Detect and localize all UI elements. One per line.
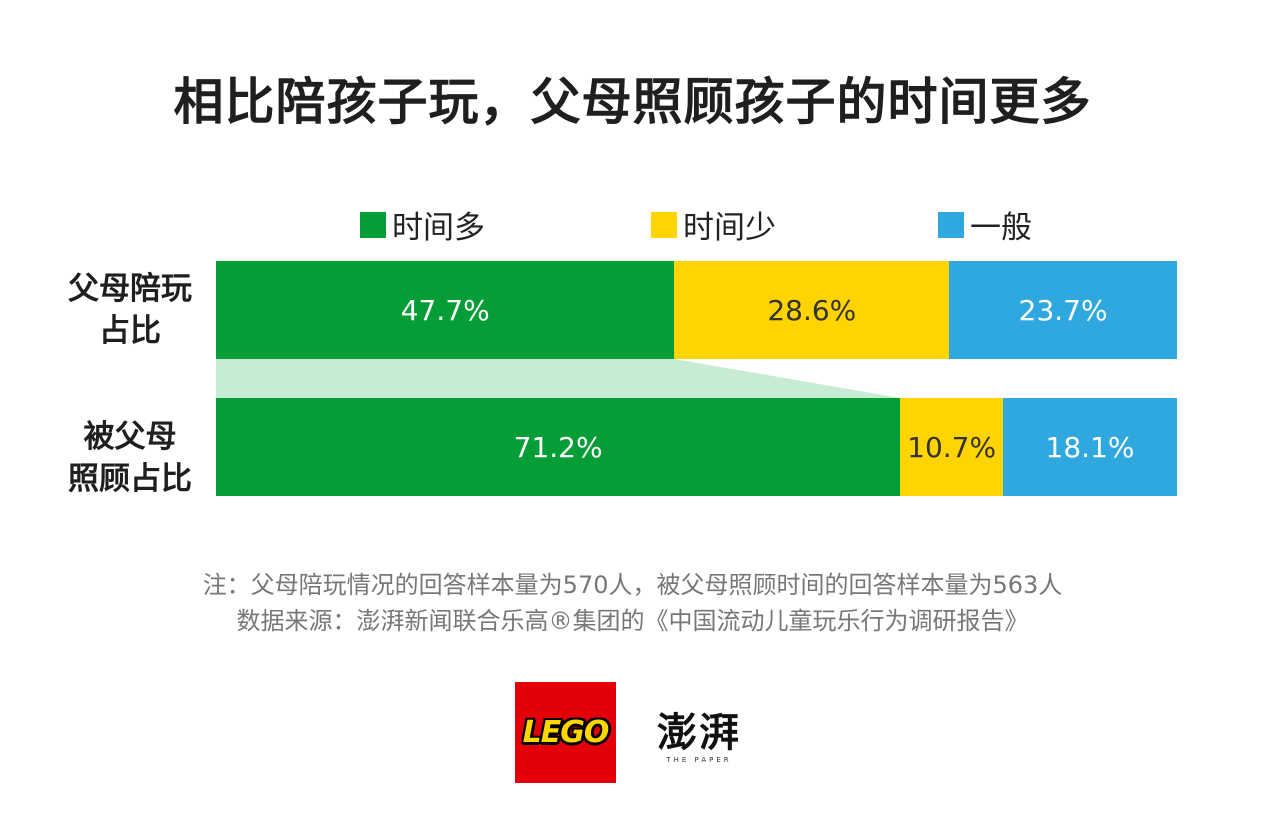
source-note: 数据来源：澎湃新闻联合乐高®集团的《中国流动儿童玩乐行为调研报告》 — [236, 607, 1029, 635]
legend-label-more: 时间多 — [392, 210, 485, 246]
the-paper-logo-cn: 澎湃 — [657, 709, 741, 756]
bar-segment-less-1: 10.7% — [900, 398, 1004, 496]
legend-swatch-average — [938, 211, 964, 238]
bar-row-care: 71.2% 10.7% 18.1% — [216, 398, 1177, 496]
legend-swatch-less — [651, 211, 677, 238]
legend-item-more: 时间多 — [360, 202, 485, 247]
row-label-care: 被父母 照顾占比 — [50, 416, 210, 500]
bar-segment-average-0: 23.7% — [949, 261, 1177, 359]
bar-segment-average-1: 18.1% — [1003, 398, 1177, 496]
bar-segment-less-0: 28.6% — [674, 261, 950, 359]
lego-logo: LEGO — [515, 682, 616, 783]
sample-note: 注：父母陪玩情况的回答样本量为570人，被父母照顾时间的回答样本量为563人 — [202, 571, 1063, 599]
data-label-less-1: 10.7% — [907, 430, 997, 464]
bar-segment-more-0: 47.7% — [216, 261, 675, 359]
the-paper-logo-en: THE PAPER — [666, 756, 732, 764]
row-label-care-line1: 被父母 — [83, 419, 177, 455]
the-paper-logo: 澎湃 THE PAPER — [644, 700, 754, 770]
legend-swatch-more — [360, 211, 386, 238]
data-label-less-0: 28.6% — [767, 293, 857, 327]
data-label-more-1: 71.2% — [513, 430, 603, 464]
bar-segment-more-1: 71.2% — [216, 398, 901, 496]
legend-item-less: 时间少 — [651, 202, 776, 247]
chart-legend: 时间多 时间少 一般 — [0, 202, 1265, 246]
data-label-average-0: 23.7% — [1018, 293, 1108, 327]
row-label-play-line2: 占比 — [99, 313, 161, 349]
row-label-play: 父母陪玩 占比 — [50, 268, 210, 352]
data-label-more-0: 47.7% — [400, 293, 490, 327]
legend-item-average: 一般 — [938, 202, 1032, 247]
row-label-play-line1: 父母陪玩 — [68, 271, 192, 307]
row-label-care-line2: 照顾占比 — [68, 461, 192, 497]
legend-label-less: 时间少 — [683, 210, 776, 246]
legend-label-average: 一般 — [970, 210, 1032, 246]
lego-logo-text: LEGO — [522, 715, 610, 750]
connector-polygon — [216, 359, 901, 398]
chart-title: 相比陪孩子玩，父母照顾孩子的时间更多 — [173, 73, 1092, 131]
data-label-average-1: 18.1% — [1045, 430, 1135, 464]
bar-row-play: 47.7% 28.6% 23.7% — [216, 261, 1177, 359]
